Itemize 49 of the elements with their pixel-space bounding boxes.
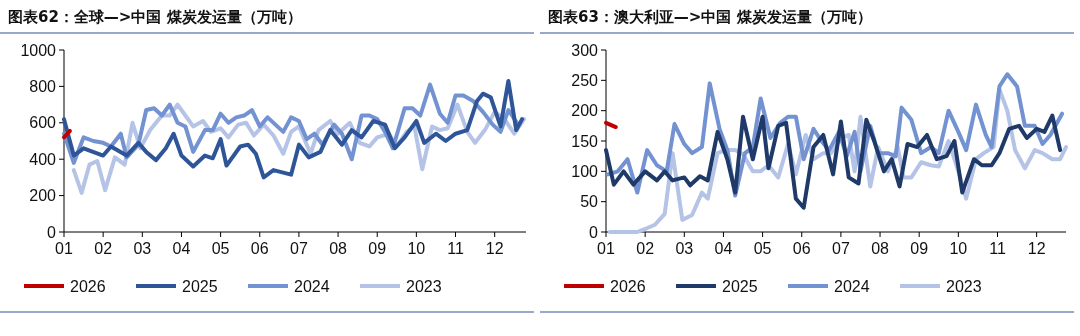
chart-title: 图表62：全球—>中国 煤炭发运量（万吨） xyxy=(8,8,302,26)
x-tick-label: 05 xyxy=(753,240,772,257)
x-tick-label: 05 xyxy=(211,240,230,257)
line-series xyxy=(604,113,1063,210)
x-tick-label: 11 xyxy=(989,240,1006,257)
x-tick-label: 10 xyxy=(407,240,426,257)
y-tick-label: 250 xyxy=(571,71,599,89)
legend-label: 2023 xyxy=(406,277,442,295)
x-tick-label: 07 xyxy=(832,240,850,257)
y-tick-label: 100 xyxy=(571,162,599,180)
x-tick-label: 09 xyxy=(910,240,929,257)
y-tick-label: 50 xyxy=(580,193,599,211)
x-tick-label: 02 xyxy=(94,240,113,257)
y-tick-label: 150 xyxy=(571,132,599,150)
x-tick-label: 06 xyxy=(792,240,811,257)
y-tick-label: 0 xyxy=(47,223,57,241)
x-tick-label: 01 xyxy=(597,240,615,257)
legend-label: 2023 xyxy=(946,277,982,295)
x-tick-label: 03 xyxy=(133,240,152,257)
legend-label: 2026 xyxy=(610,277,646,295)
legend-label: 2024 xyxy=(834,277,870,295)
y-tick-label: 200 xyxy=(571,102,599,120)
x-tick-label: 03 xyxy=(675,240,694,257)
y-tick-label: 200 xyxy=(29,187,57,205)
x-tick-label: 04 xyxy=(172,240,191,257)
y-tick-label: 400 xyxy=(29,150,57,168)
y-tick-label: 0 xyxy=(589,223,599,241)
legend-label: 2025 xyxy=(722,277,758,295)
x-tick-label: 09 xyxy=(368,240,387,257)
x-tick-label: 12 xyxy=(485,240,504,257)
x-tick-label: 11 xyxy=(447,240,464,257)
legend-label: 2026 xyxy=(70,277,106,295)
x-tick-label: 06 xyxy=(250,240,269,257)
y-tick-label: 1000 xyxy=(20,41,57,59)
x-tick-label: 01 xyxy=(55,240,73,257)
x-tick-label: 04 xyxy=(714,240,733,257)
x-tick-label: 10 xyxy=(949,240,968,257)
x-tick-label: 07 xyxy=(290,240,308,257)
line-series xyxy=(62,78,525,180)
x-tick-label: 08 xyxy=(329,240,348,257)
x-tick-label: 02 xyxy=(636,240,655,257)
y-tick-label: 300 xyxy=(571,41,599,59)
y-tick-label: 800 xyxy=(29,78,57,95)
legend-label: 2025 xyxy=(182,277,218,295)
y-tick-label: 600 xyxy=(29,114,57,132)
x-tick-label: 12 xyxy=(1027,240,1046,257)
x-tick-label: 08 xyxy=(871,240,890,257)
chart-title: 图表63：澳大利亚—>中国 煤炭发运量（万吨） xyxy=(548,8,872,26)
legend-label: 2024 xyxy=(294,277,330,295)
